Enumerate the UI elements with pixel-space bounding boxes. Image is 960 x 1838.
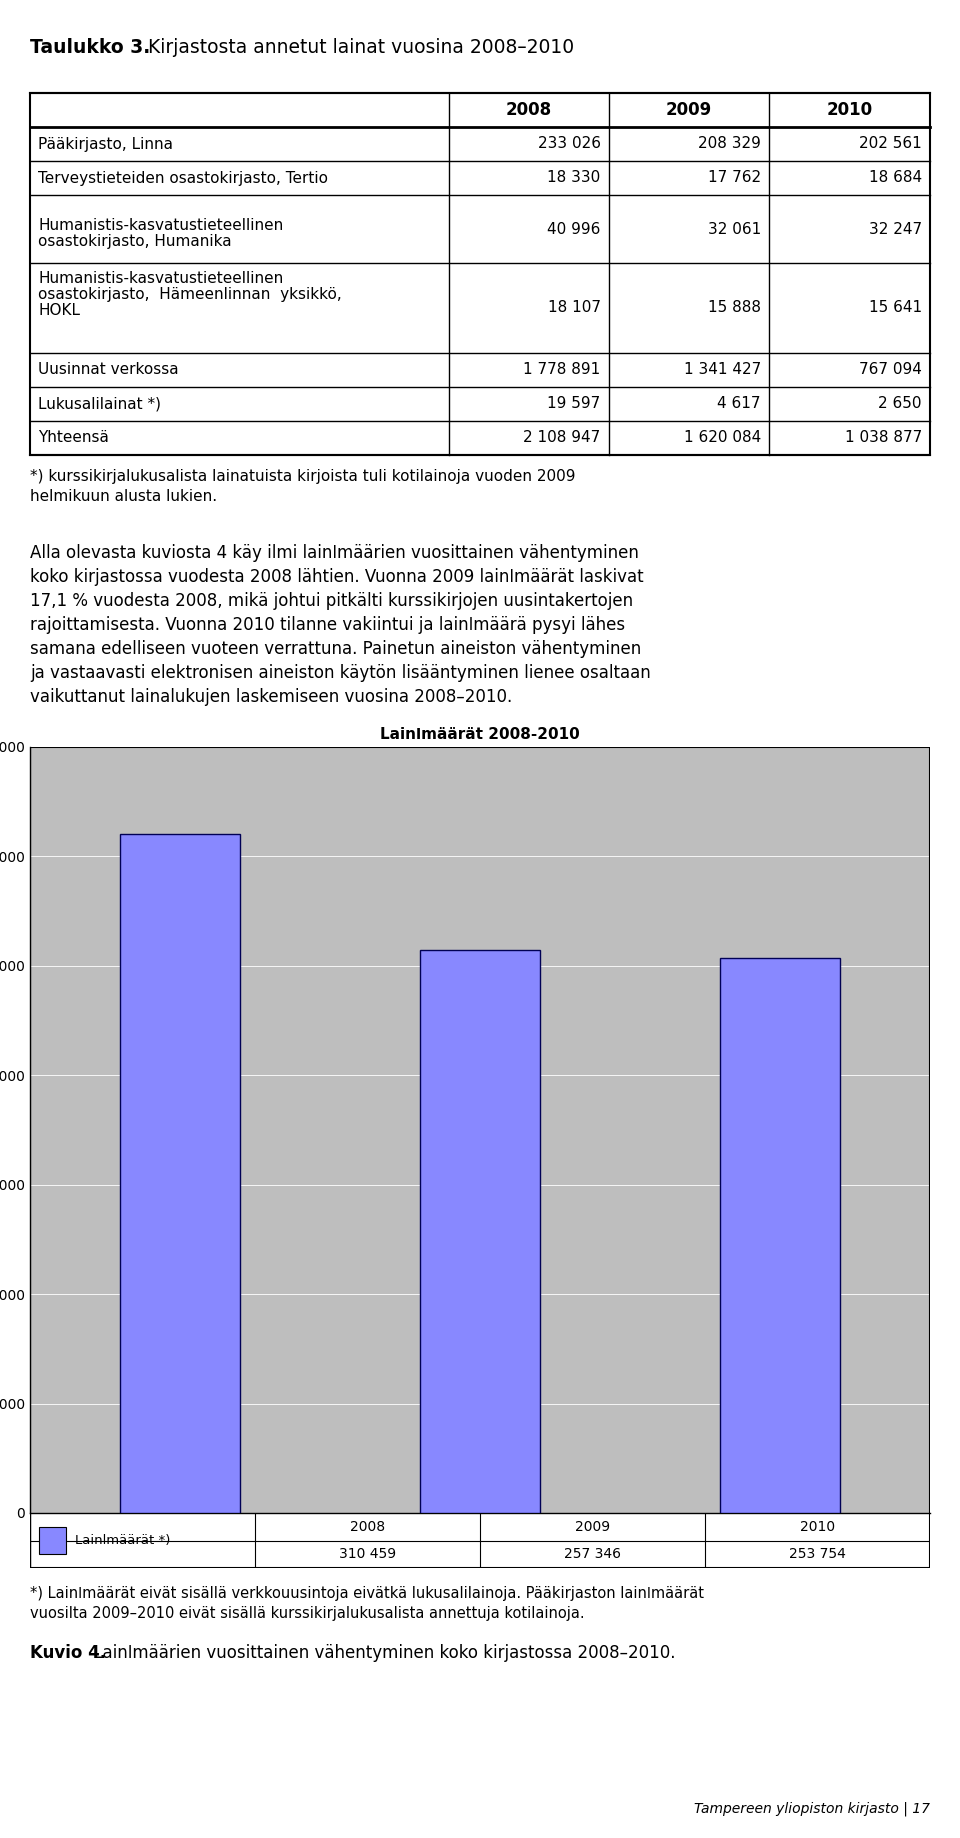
- Text: Alla olevasta kuviosta 4 käy ilmi lainاmäärien vuosittainen vähentyminen: Alla olevasta kuviosta 4 käy ilmi lainاm…: [30, 544, 638, 562]
- Bar: [30, 94, 930, 456]
- Text: Pääkirjasto, Linna: Pääkirjasto, Linna: [38, 136, 173, 151]
- Text: Taulukko 3.: Taulukko 3.: [30, 39, 151, 57]
- Text: osastokirjasto,  Hämeenlinnan  yksikkö,: osastokirjasto, Hämeenlinnan yksikkö,: [38, 287, 342, 301]
- Text: HOKL: HOKL: [38, 303, 80, 318]
- Text: 40 996: 40 996: [547, 222, 601, 237]
- Text: 257 346: 257 346: [564, 1548, 621, 1560]
- Text: 17,1 % vuodesta 2008, mikä johtui pitkälti kurssikirjojen uusintakertojen: 17,1 % vuodesta 2008, mikä johtui pitkäl…: [30, 592, 634, 610]
- Text: Lainاmäärät *): Lainاmäärät *): [75, 1535, 170, 1548]
- Text: 18 684: 18 684: [869, 171, 922, 186]
- Text: 15 641: 15 641: [869, 300, 922, 316]
- Text: koko kirjastossa vuodesta 2008 lähtien. Vuonna 2009 lainاmäärät laskivat: koko kirjastossa vuodesta 2008 lähtien. …: [30, 568, 643, 586]
- Text: Lainاmäärien vuosittainen vähentyminen koko kirjastossa 2008–2010.: Lainاmäärien vuosittainen vähentyminen k…: [88, 1643, 676, 1662]
- Text: Kirjastosta annetut lainat vuosina 2008–2010: Kirjastosta annetut lainat vuosina 2008–…: [142, 39, 574, 57]
- Bar: [720, 958, 840, 1513]
- Text: vaikuttanut lainalukujen laskemiseen vuosina 2008–2010.: vaikuttanut lainalukujen laskemiseen vuo…: [30, 687, 513, 706]
- Text: 1 038 877: 1 038 877: [845, 430, 922, 445]
- Bar: [39, 1527, 66, 1555]
- Text: helmikuun alusta lukien.: helmikuun alusta lukien.: [30, 489, 217, 504]
- Text: Lukusalilainat *): Lukusalilainat *): [38, 397, 161, 412]
- Text: 1 778 891: 1 778 891: [523, 362, 601, 377]
- Text: 208 329: 208 329: [698, 136, 761, 151]
- Text: 2009: 2009: [665, 101, 712, 119]
- Title: Lainاmäärät 2008-2010: Lainاmäärät 2008-2010: [380, 726, 580, 743]
- Text: Kuvio 4.: Kuvio 4.: [30, 1643, 107, 1662]
- Text: Humanistis-kasvatustieteellinen: Humanistis-kasvatustieteellinen: [38, 270, 283, 287]
- Text: 310 459: 310 459: [339, 1548, 396, 1560]
- Bar: [120, 834, 240, 1513]
- Text: 2009: 2009: [575, 1520, 610, 1533]
- Text: 32 247: 32 247: [869, 222, 922, 237]
- Text: 1 620 084: 1 620 084: [684, 430, 761, 445]
- Text: 2 650: 2 650: [878, 397, 922, 412]
- Text: 2 108 947: 2 108 947: [523, 430, 601, 445]
- Text: samana edelliseen vuoteen verrattuna. Painetun aineiston vähentyminen: samana edelliseen vuoteen verrattuna. Pa…: [30, 640, 641, 658]
- Text: 202 561: 202 561: [859, 136, 922, 151]
- Text: 2010: 2010: [827, 101, 873, 119]
- Text: 32 061: 32 061: [708, 222, 761, 237]
- Text: Yhteensä: Yhteensä: [38, 430, 108, 445]
- Text: ja vastaavasti elektronisen aineiston käytön lisääntyminen lienee osaltaan: ja vastaavasti elektronisen aineiston kä…: [30, 664, 651, 682]
- Text: 19 597: 19 597: [547, 397, 601, 412]
- Text: Uusinnat verkossa: Uusinnat verkossa: [38, 362, 179, 377]
- Text: *) Lainاmäärät eivät sisällä verkkouusintoja eivätkä lukusalilainoja. Pääkirjast: *) Lainاmäärät eivät sisällä verkkouusin…: [30, 1586, 704, 1601]
- Text: Tampereen yliopiston kirjasto | 17: Tampereen yliopiston kirjasto | 17: [694, 1801, 930, 1816]
- Bar: [420, 950, 540, 1513]
- Text: 2010: 2010: [800, 1520, 835, 1533]
- Text: rajoittamisesta. Vuonna 2010 tilanne vakiintui ja lainاmäärä pysyi lähes: rajoittamisesta. Vuonna 2010 tilanne vak…: [30, 616, 625, 634]
- Text: 4 617: 4 617: [717, 397, 761, 412]
- Text: 18 330: 18 330: [547, 171, 601, 186]
- Text: *) kurssikirjalukusalista lainatuista kirjoista tuli kotilainoja vuoden 2009: *) kurssikirjalukusalista lainatuista ki…: [30, 469, 575, 483]
- Text: Terveystieteiden osastokirjasto, Tertio: Terveystieteiden osastokirjasto, Tertio: [38, 171, 328, 186]
- Text: vuosilta 2009–2010 eivät sisällä kurssikirjalukusalista annettuja kotilainoja.: vuosilta 2009–2010 eivät sisällä kurssik…: [30, 1606, 585, 1621]
- Text: osastokirjasto, Humanika: osastokirjasto, Humanika: [38, 233, 231, 248]
- Text: 15 888: 15 888: [708, 300, 761, 316]
- Text: 2008: 2008: [506, 101, 552, 119]
- Text: Humanistis-kasvatustieteellinen: Humanistis-kasvatustieteellinen: [38, 217, 283, 233]
- Text: 2008: 2008: [350, 1520, 385, 1533]
- Text: 1 341 427: 1 341 427: [684, 362, 761, 377]
- Text: 233 026: 233 026: [538, 136, 601, 151]
- Text: 18 107: 18 107: [548, 300, 601, 316]
- Text: 767 094: 767 094: [859, 362, 922, 377]
- Text: 253 754: 253 754: [789, 1548, 846, 1560]
- Text: 17 762: 17 762: [708, 171, 761, 186]
